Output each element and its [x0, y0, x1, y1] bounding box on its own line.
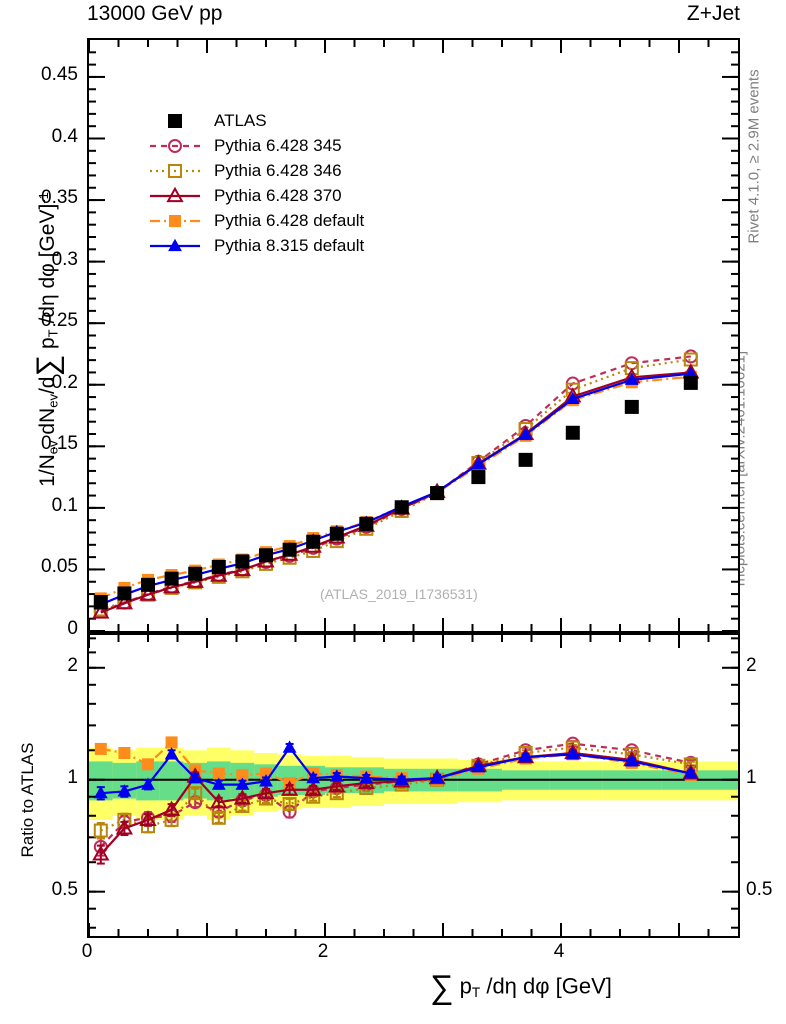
legend-item-label: Pythia 8.315 default	[214, 235, 365, 255]
analysis-id-watermark: (ATLAS_2019_I1736531)	[320, 586, 478, 602]
xtick-label: 4	[553, 941, 565, 962]
x-axis-label: ∑ pT /dη dφ [GeV]	[430, 968, 612, 1005]
main-ytick-label: 0.35	[41, 187, 78, 209]
legend-marker-filled-triangle-icon	[148, 236, 202, 256]
legend-item[interactable]: ATLAS	[148, 108, 364, 133]
main-ytick-label: 0.3	[51, 248, 78, 270]
ratio-plot-panel	[87, 633, 740, 938]
legend-item[interactable]: Pythia 6.428 370	[148, 183, 364, 208]
xtick-label: 0	[81, 941, 93, 962]
legend-marker-open-circle-icon	[148, 136, 202, 156]
rivet-version-note: Rivet 4.1.0, ≥ 2.9M events	[745, 69, 763, 244]
ratio-ytick-label-right: 2	[746, 654, 757, 676]
process-label: Z+Jet	[686, 2, 740, 25]
legend-item[interactable]: Pythia 6.428 default	[148, 208, 364, 233]
main-ytick-label: 0.1	[51, 494, 78, 516]
main-ytick-label: 0.05	[41, 556, 78, 578]
beam-energy-label: 13000 GeV pp	[87, 2, 223, 25]
xtick-label: 2	[317, 941, 329, 962]
legend-item-label: Pythia 6.428 370	[214, 185, 342, 205]
main-ytick-label: 0.25	[41, 310, 78, 332]
ratio-ytick-label: 1	[67, 766, 78, 788]
legend-item-label: Pythia 6.428 345	[214, 135, 342, 155]
ratio-ytick-label: 0.5	[51, 878, 78, 900]
main-ytick-label: 0	[67, 618, 78, 639]
ratio-ytick-label: 2	[67, 654, 78, 676]
main-ytick-label: 0.45	[41, 63, 78, 85]
legend-marker-open-square-icon	[148, 161, 202, 181]
legend-marker-filled-square-icon	[148, 211, 202, 231]
main-ytick-label: 0.4	[51, 125, 78, 147]
ratio-ytick-label-right: 1	[746, 766, 757, 788]
legend-marker-filled-square-icon	[148, 111, 202, 131]
legend-item-label: Pythia 6.428 default	[214, 210, 365, 230]
legend: ATLAS Pythia 6.428 345 Pythia 6.428 346 Pyt…	[148, 108, 364, 258]
main-plot-panel	[87, 38, 740, 633]
legend-marker-open-triangle-icon	[148, 186, 202, 206]
legend-item-label: Pythia 6.428 346	[214, 160, 342, 180]
main-ytick-label: 0.2	[51, 371, 78, 393]
main-ytick-label: 0.15	[41, 433, 78, 455]
legend-item-label: ATLAS	[214, 110, 267, 130]
legend-item[interactable]: Pythia 6.428 346	[148, 158, 364, 183]
ratio-ytick-label-right: 0.5	[746, 878, 773, 900]
legend-item[interactable]: Pythia 8.315 default	[148, 233, 364, 258]
ratio-y-axis-label: Ratio to ATLAS	[18, 742, 37, 858]
legend-item[interactable]: Pythia 6.428 345	[148, 133, 364, 158]
